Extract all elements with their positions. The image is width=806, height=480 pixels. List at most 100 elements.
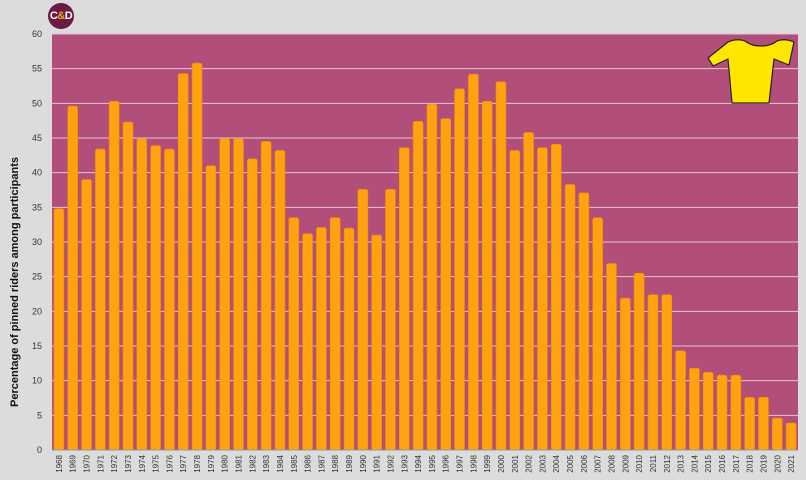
y-tick-label: 25 <box>32 272 42 282</box>
x-tick-label: 2020 <box>773 454 782 472</box>
x-tick-label: 1971 <box>96 454 105 472</box>
bar <box>343 227 355 451</box>
x-tick-label: 1977 <box>179 454 188 472</box>
bar <box>122 121 134 451</box>
y-axis-ticks: 0 5 10 15 20 25 30 35 40 45 50 55 60 <box>32 29 42 455</box>
x-tick-label: 1987 <box>317 454 326 472</box>
x-tick-label: 2013 <box>677 454 686 472</box>
bar <box>730 374 742 451</box>
x-tick-label: 2011 <box>649 454 658 472</box>
bar <box>260 141 272 451</box>
bar <box>468 73 479 451</box>
x-tick-label: 1968 <box>55 454 64 472</box>
bar <box>150 145 161 451</box>
x-tick-label: 2010 <box>635 454 644 472</box>
x-axis-ticks: 1968 1969 1970 1971 1972 1973 1974 1975 1976 1977… <box>55 454 796 472</box>
bar <box>440 118 451 451</box>
x-tick-label: 1982 <box>248 454 257 472</box>
bar <box>426 103 438 451</box>
x-tick-label: 1990 <box>359 454 368 472</box>
bar <box>661 294 673 451</box>
yellow-jersey-icon <box>707 39 795 104</box>
bar <box>716 374 728 451</box>
bar <box>620 297 631 451</box>
x-tick-label: 1973 <box>124 454 133 472</box>
bar <box>247 158 258 451</box>
x-tick-label: 1991 <box>373 454 382 472</box>
bar <box>592 217 603 451</box>
bar <box>219 138 230 451</box>
x-tick-label: 2001 <box>511 454 520 472</box>
x-tick-label: 2015 <box>704 454 713 472</box>
bar <box>481 100 493 451</box>
bar <box>454 88 465 451</box>
bar <box>537 147 548 451</box>
bar <box>136 138 148 451</box>
x-tick-label: 2003 <box>538 454 547 472</box>
bar <box>744 397 755 451</box>
bar <box>785 422 797 451</box>
y-tick-label: 30 <box>32 237 42 247</box>
bar <box>675 350 686 451</box>
bar <box>67 105 78 451</box>
bar <box>233 138 244 451</box>
x-tick-label: 1985 <box>290 454 299 472</box>
x-tick-label: 1996 <box>442 454 451 472</box>
x-tick-label: 1978 <box>193 454 202 472</box>
bar <box>164 148 175 451</box>
x-tick-label: 2018 <box>746 454 755 472</box>
bar <box>81 179 92 451</box>
x-tick-label: 2017 <box>732 454 741 472</box>
y-tick-label: 35 <box>32 202 42 212</box>
x-tick-label: 1992 <box>386 454 395 472</box>
x-tick-label: 2002 <box>525 454 534 472</box>
y-tick-label: 15 <box>32 341 42 351</box>
x-tick-label: 1974 <box>138 454 147 472</box>
x-tick-label: 1981 <box>235 454 244 472</box>
bar <box>606 263 617 451</box>
y-tick-label: 50 <box>32 98 42 108</box>
x-tick-label: 2019 <box>759 454 768 472</box>
bar <box>550 143 562 451</box>
bar <box>288 217 300 451</box>
cd-logo: C & D <box>48 3 74 29</box>
y-tick-label: 60 <box>32 29 42 39</box>
x-tick-label: 1998 <box>469 454 478 472</box>
y-axis-label: Percentage of pinned riders among partic… <box>9 157 21 407</box>
x-tick-label: 1988 <box>331 454 340 472</box>
y-tick-label: 45 <box>32 133 42 143</box>
bar <box>772 417 783 451</box>
y-tick-label: 0 <box>37 445 42 455</box>
bar <box>412 121 424 451</box>
x-tick-label: 1986 <box>304 454 313 472</box>
logo-ampersand: & <box>57 10 65 22</box>
x-tick-label: 2000 <box>497 454 506 472</box>
bar <box>399 147 410 451</box>
x-tick-label: 1989 <box>345 454 354 472</box>
bar <box>564 184 576 451</box>
y-tick-label: 20 <box>32 306 42 316</box>
x-tick-label: 1976 <box>165 454 174 472</box>
bars <box>53 62 797 451</box>
bar <box>647 294 659 451</box>
x-tick-label: 1970 <box>83 454 92 472</box>
bar <box>385 189 396 451</box>
bar <box>495 81 507 451</box>
gridlines <box>52 33 798 416</box>
x-tick-label: 1969 <box>69 454 78 472</box>
bar <box>702 372 714 451</box>
bar <box>357 189 369 451</box>
y-tick-label: 10 <box>32 376 42 386</box>
x-tick-label: 1975 <box>152 454 161 472</box>
x-tick-label: 1980 <box>221 454 230 472</box>
bar <box>329 217 341 451</box>
x-tick-label: 1984 <box>276 454 285 472</box>
bar <box>274 150 286 451</box>
y-tick-label: 55 <box>32 64 42 74</box>
bar <box>302 233 313 451</box>
x-tick-label: 2012 <box>663 454 672 472</box>
bar <box>316 227 327 451</box>
bar <box>523 132 534 451</box>
x-tick-label: 2006 <box>580 454 589 472</box>
